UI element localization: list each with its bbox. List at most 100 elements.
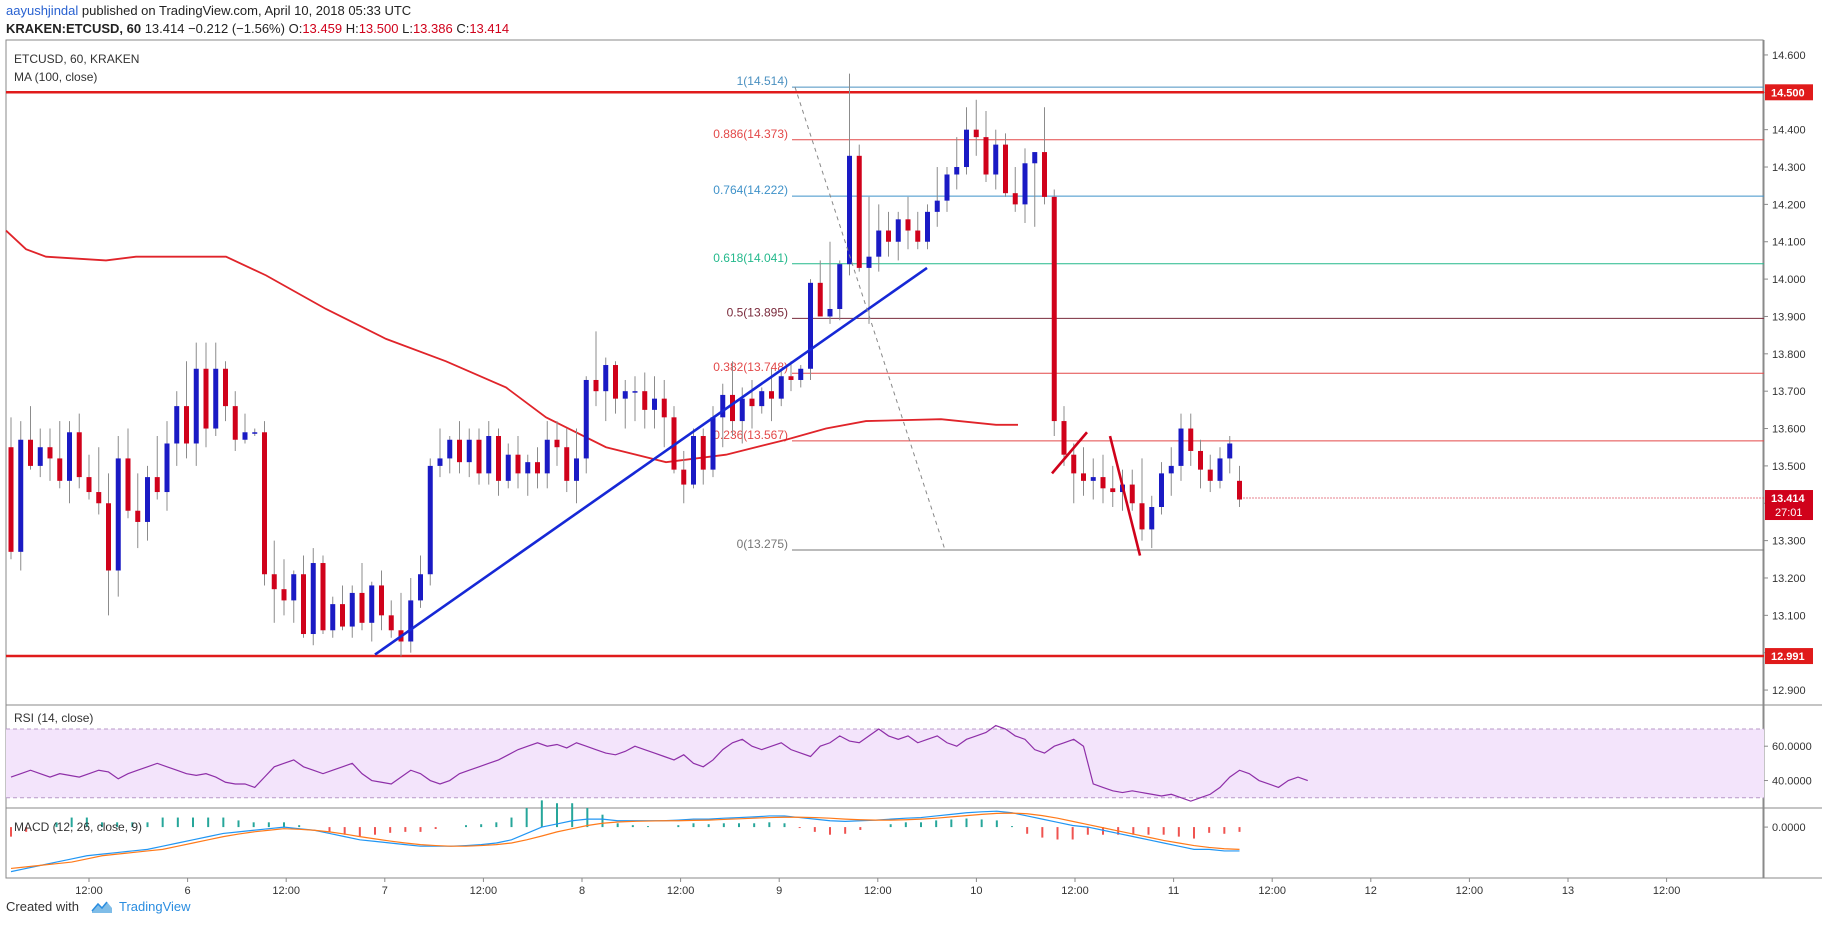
x-tick-label: 12:00 [272,885,300,897]
candle-body [486,436,492,474]
candle-body [798,368,804,380]
candle-body [876,230,882,257]
candle-body [115,458,121,571]
x-tick-label: 6 [185,885,191,897]
candle-body [349,592,355,627]
candle-body [164,443,170,493]
candle-body [613,365,618,399]
candle-body [203,368,209,429]
x-tick-label: 10 [970,885,982,897]
ma-indicator-label: MA (100, close) [14,70,97,84]
candle-body [37,447,43,466]
candle-body [583,379,589,459]
candle-body [1149,506,1155,530]
level-price-label: 14.500 [1771,87,1805,99]
close-value: 13.414 [469,21,510,36]
y-tick-label: 13.100 [1772,610,1806,622]
close-label: C: [456,21,470,36]
x-tick-label: 12 [1365,885,1377,897]
candle-body [1129,484,1135,504]
candle-body [145,477,150,522]
open-label: O: [288,21,303,36]
candle-body [457,439,462,463]
candle-body [96,492,102,504]
fib-level-label: 0.618(14.041) [713,251,788,265]
symbol-info: KRAKEN:ETCUSD, 60 13.414 −0.212 (−1.56%)… [6,21,509,36]
x-tick-label: 12:00 [470,885,498,897]
high-value: 13.500 [358,21,399,36]
candle-body [369,585,375,623]
candle-body [1237,480,1242,500]
candle-body [106,503,111,571]
candle-body [564,447,570,481]
price-change: −0.212 (−1.56%) [188,21,285,36]
candle-body [905,219,911,231]
candle-body [125,458,131,511]
candle-body [925,211,930,242]
macd-y-tick-label: 0.0000 [1772,822,1806,834]
rsi-y-tick-label: 60.0000 [1772,741,1812,753]
candle-body [632,391,638,393]
tradingview-link[interactable]: TradingView [118,899,191,914]
candle-body [1061,421,1067,455]
candle-body [1042,152,1047,197]
candle-body [535,462,540,474]
candle-body [769,391,774,399]
candle-body [135,510,141,522]
y-tick-label: 13.200 [1772,573,1806,585]
candle-body [1051,196,1057,422]
x-tick-label: 12:00 [1456,885,1484,897]
candle-body [271,574,277,590]
candle-body [193,368,199,444]
y-tick-label: 14.000 [1772,274,1806,286]
candle-body [652,398,657,410]
candle-body [67,432,72,481]
candle-body [700,436,706,470]
candle-body [671,417,677,470]
candle-body [330,604,336,631]
candle-body [983,137,989,175]
candle-body [661,398,667,418]
candle-body [1227,443,1233,459]
x-tick-label: 8 [579,885,585,897]
candle-body [281,589,287,601]
candle-body [320,563,326,631]
candle-body [8,447,14,552]
candle-body [1081,473,1086,481]
candle-body [18,439,24,552]
x-tick-label: 9 [776,885,782,897]
candle-body [778,376,784,399]
level-price-tag [1765,648,1813,665]
candle-body [262,432,267,575]
candle-body [895,219,901,242]
x-tick-label: 12:00 [864,885,892,897]
candle-body [252,432,258,434]
candle-body [340,604,345,627]
author-link[interactable]: aayushjindal [6,3,79,18]
candle-body [691,436,696,485]
candle-body [1178,428,1184,466]
published-text: published on TradingView.com, April 10, … [78,3,412,18]
candle-body [886,230,891,242]
candle-body [291,574,297,601]
y-tick-label: 14.400 [1772,125,1806,137]
last-price: 13.414 [144,21,185,36]
y-tick-label: 14.200 [1772,199,1806,211]
candle-body [574,458,579,481]
candle-body [1022,163,1028,205]
candle-body [749,398,755,407]
last-price-label: 13.414 [1771,493,1806,505]
candle-body [154,477,160,493]
candle-body [759,391,765,407]
candle-body [1139,503,1145,530]
main-pane-title: ETCUSD, 60, KRAKEN [14,52,139,66]
ascending-trendline [374,266,928,656]
fib-level-label: 0.236(13.567) [713,428,788,442]
low-label: L: [402,21,413,36]
candle-body [681,469,687,485]
symbol-label: KRAKEN:ETCUSD, 60 [6,21,142,36]
candle-body [1217,458,1223,481]
candle-body [642,391,648,410]
countdown-label: 27:01 [1775,507,1803,519]
